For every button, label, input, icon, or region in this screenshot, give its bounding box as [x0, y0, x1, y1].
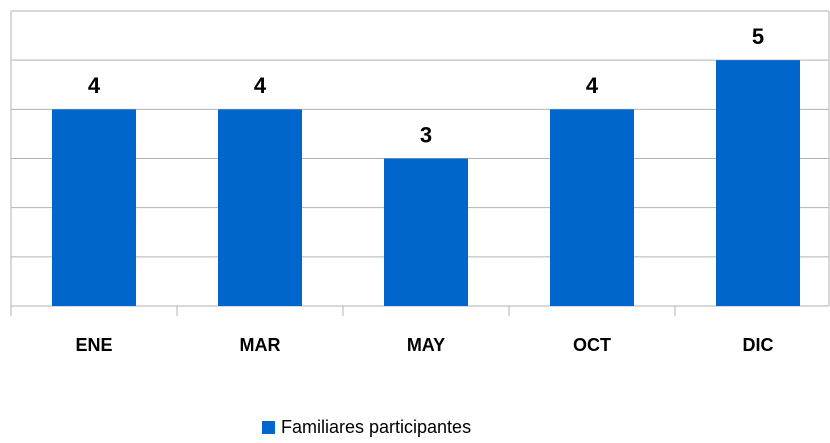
x-tick-label: MAY — [407, 335, 445, 355]
value-label: 5 — [752, 24, 764, 49]
bar — [218, 109, 302, 306]
bar — [550, 109, 634, 306]
value-label: 4 — [586, 73, 599, 98]
value-label: 3 — [420, 122, 432, 147]
x-tick-label: MAR — [240, 335, 281, 355]
legend-label: Familiares participantes — [281, 417, 471, 437]
bar — [52, 109, 136, 306]
bar — [716, 60, 800, 306]
value-label: 4 — [254, 73, 267, 98]
x-tick-label: DIC — [743, 335, 774, 355]
legend-swatch — [262, 421, 275, 434]
x-tick-label: OCT — [573, 335, 611, 355]
value-label: 4 — [88, 73, 101, 98]
bar — [384, 158, 468, 306]
x-tick-label: ENE — [75, 335, 112, 355]
